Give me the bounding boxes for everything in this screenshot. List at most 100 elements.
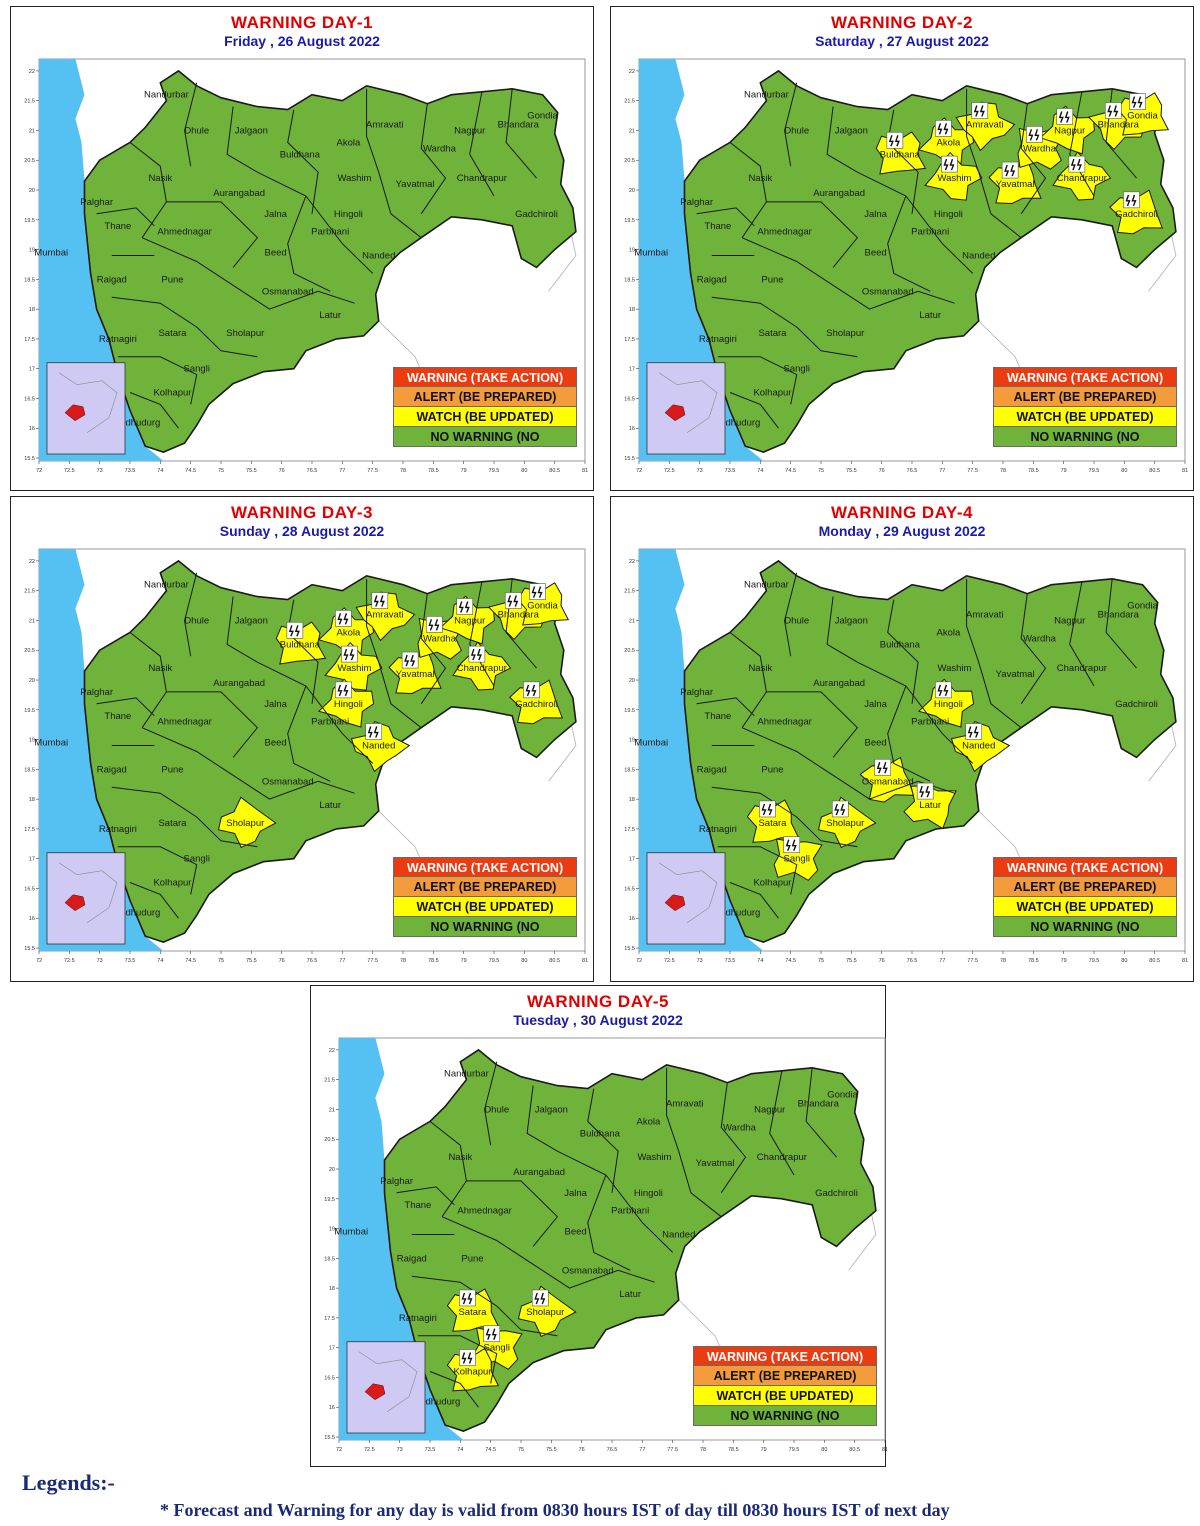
district-label: Yavatmal <box>396 669 435 680</box>
lon-tick-label: 73.5 <box>725 468 736 474</box>
district-label: Beed <box>265 248 287 259</box>
thunderstorm-icon <box>341 646 357 662</box>
lon-tick-label: 78 <box>1000 468 1006 474</box>
district-label: Beed <box>565 1227 587 1238</box>
district-label: Chandrapur <box>457 663 507 674</box>
lon-tick-label: 81 <box>1182 468 1188 474</box>
district-label: Nanded <box>362 741 395 752</box>
lat-tick-label: 16 <box>329 1405 335 1411</box>
lon-tick-label: 74.5 <box>185 958 196 964</box>
thunderstorm-icon <box>287 622 303 638</box>
lat-tick-label: 18 <box>629 797 635 803</box>
thunderstorm-icon <box>505 593 521 609</box>
lon-tick-label: 73.5 <box>125 468 136 474</box>
district-label: Gadchiroli <box>1115 209 1158 220</box>
lon-tick-label: 74 <box>157 468 163 474</box>
lon-tick-label: 76.5 <box>907 958 918 964</box>
lon-tick-label: 73 <box>397 1447 403 1453</box>
lon-tick-label: 78 <box>400 468 406 474</box>
lat-tick-label: 16 <box>29 426 35 432</box>
lat-tick-label: 18.5 <box>624 767 635 773</box>
lat-tick-label: 20 <box>629 188 635 194</box>
lat-tick-label: 19 <box>329 1227 335 1233</box>
lat-tick-label: 19 <box>629 248 635 254</box>
lat-tick-label: 17 <box>629 367 635 373</box>
lat-tick-label: 17.5 <box>624 337 635 343</box>
lon-tick-label: 77.5 <box>367 468 378 474</box>
district-label: Ratnagiri <box>99 824 137 835</box>
lon-tick-label: 76.5 <box>307 958 318 964</box>
lon-tick-label: 78.5 <box>428 958 439 964</box>
lat-tick-label: 22 <box>29 69 35 75</box>
lon-tick-label: 79 <box>461 468 467 474</box>
thunderstorm-icon <box>1130 94 1146 110</box>
district-label: Wardha <box>723 1122 757 1133</box>
district-label: Nanded <box>662 1230 695 1241</box>
district-label: Akola <box>937 137 961 148</box>
district-label: Pune <box>161 764 183 775</box>
lon-tick-label: 77.5 <box>667 1447 678 1453</box>
legend-warning: WARNING (TAKE ACTION) <box>693 1346 877 1366</box>
thunderstorm-icon <box>1069 156 1085 172</box>
district-label: Nandurbar <box>744 580 789 591</box>
district-label: Wardha <box>1023 633 1057 644</box>
district-label: Jalgaon <box>835 125 868 136</box>
panel-date: Friday , 26 August 2022 <box>11 33 593 49</box>
warning-panel-day-5: Nandurbar Dhule Jalgaon Amravati Nagpur Bhand… <box>310 985 886 1467</box>
district-label: Osmanabad <box>562 1265 614 1276</box>
district-label: Hingoli <box>934 209 963 220</box>
lat-tick-label: 17 <box>629 857 635 863</box>
district-label: Satara <box>158 818 187 829</box>
lon-tick-label: 80 <box>1121 468 1127 474</box>
lon-tick-label: 80.5 <box>549 468 560 474</box>
district-label: Gondia <box>827 1090 858 1101</box>
district-label: Sangli <box>784 364 810 375</box>
district-label: Washim <box>937 173 971 184</box>
legend-warning: WARNING (TAKE ACTION) <box>993 857 1177 877</box>
thunderstorm-icon <box>784 837 800 853</box>
district-label: Mumbai <box>34 738 68 749</box>
validity-footnote: * Forecast and Warning for any day is va… <box>160 1500 950 1521</box>
district-label: Buldhana <box>880 639 921 650</box>
legend-alert: ALERT (BE PREPARED) <box>693 1366 877 1386</box>
lat-tick-label: 19.5 <box>24 708 35 714</box>
district-label: Washim <box>337 663 371 674</box>
lon-tick-label: 75 <box>818 958 824 964</box>
panel-title: WARNING DAY-4 <box>611 503 1193 523</box>
district-label: Nasik <box>748 663 772 674</box>
thunderstorm-icon <box>457 598 473 614</box>
district-label: Jalgaon <box>835 615 868 626</box>
district-label: Amravati <box>966 120 1003 131</box>
thunderstorm-icon <box>935 682 951 698</box>
district-label: Gondia <box>527 601 558 612</box>
district-label: Akola <box>337 627 361 638</box>
lat-tick-label: 18 <box>629 307 635 313</box>
district-label: Nanded <box>362 251 395 262</box>
lat-tick-label: 21.5 <box>24 99 35 105</box>
district-label: Thane <box>704 221 731 232</box>
panel-date: Tuesday , 30 August 2022 <box>311 1012 885 1028</box>
lon-tick-label: 75 <box>818 468 824 474</box>
district-label: Amravati <box>366 610 403 621</box>
district-label: Akola <box>637 1116 661 1127</box>
thunderstorm-icon <box>875 759 891 775</box>
lat-tick-label: 15.5 <box>624 456 635 462</box>
lon-tick-label: 76.5 <box>307 468 318 474</box>
district-label: Aurangabad <box>813 188 865 199</box>
district-label: Nagpur <box>1054 125 1085 136</box>
district-label: Nandurbar <box>144 90 189 101</box>
lon-tick-label: 80.5 <box>549 958 560 964</box>
district-label: Nasik <box>748 173 772 184</box>
lat-tick-label: 20 <box>29 678 35 684</box>
legend-no-warning: NO WARNING (NO <box>993 917 1177 937</box>
district-label: Yavatmal <box>996 669 1035 680</box>
lat-tick-label: 19.5 <box>624 218 635 224</box>
thunderstorm-icon <box>887 132 903 148</box>
legend-watch: WATCH (BE UPDATED) <box>993 897 1177 917</box>
district-label: Mumbai <box>34 248 68 259</box>
lon-tick-label: 78.5 <box>1028 958 1039 964</box>
district-label: Washim <box>937 663 971 674</box>
district-label: Satara <box>758 818 787 829</box>
lon-tick-label: 81 <box>882 1447 887 1453</box>
district-label: Buldhana <box>280 639 321 650</box>
